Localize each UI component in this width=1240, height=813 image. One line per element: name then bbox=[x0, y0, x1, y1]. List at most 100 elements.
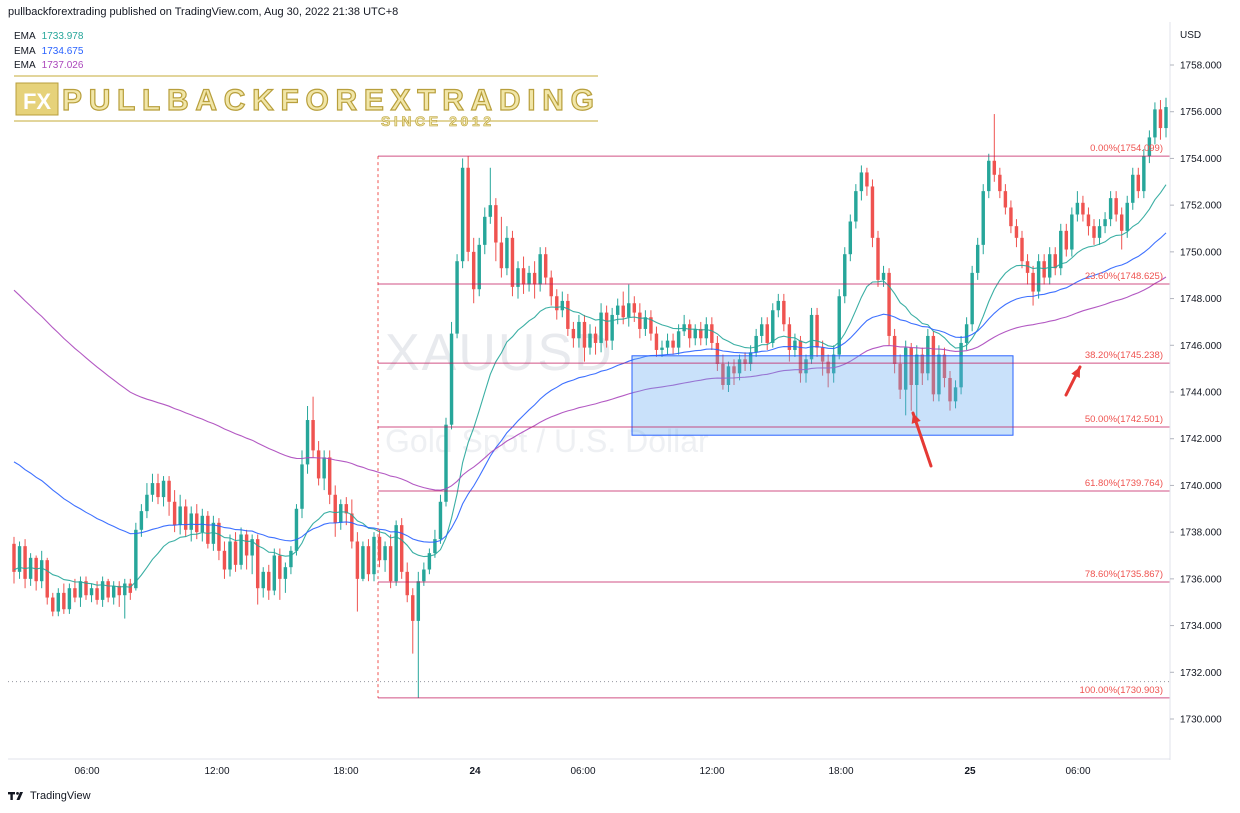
candle-body bbox=[117, 585, 121, 596]
candle-body bbox=[17, 546, 22, 572]
candle-body bbox=[948, 377, 952, 402]
price-tick-label: 1754.000 bbox=[1180, 154, 1222, 165]
time-axis[interactable]: 06:00 12:00 18:00 24 06:00 12:00 18:00 25 06:00 bbox=[74, 766, 1090, 777]
candle-body bbox=[78, 581, 83, 598]
brand-name: PULLBACKFOREXTRADING bbox=[62, 84, 594, 117]
candle-body bbox=[1147, 137, 1152, 157]
candle-body bbox=[23, 546, 27, 579]
candle-body bbox=[876, 237, 880, 280]
candle-body bbox=[577, 321, 581, 339]
candle-body bbox=[909, 347, 913, 385]
candle-body bbox=[211, 522, 216, 544]
candle-body bbox=[51, 597, 55, 612]
time-tick-label: 06:00 bbox=[1065, 766, 1090, 777]
annotation-arrow bbox=[1064, 365, 1082, 397]
candle-body bbox=[67, 588, 72, 610]
fib-level-label: 100.00%(1730.903) bbox=[1080, 685, 1163, 696]
ema-legend-row[interactable]: EMA 1733.978 bbox=[14, 30, 83, 45]
candle-body bbox=[1142, 156, 1146, 192]
candle-body bbox=[145, 494, 149, 512]
fx-badge: FX bbox=[23, 89, 51, 114]
candle-body bbox=[804, 359, 808, 374]
candle-body bbox=[499, 242, 504, 269]
candle-body bbox=[527, 272, 531, 285]
candle-body bbox=[1086, 214, 1091, 227]
candle-body bbox=[156, 483, 160, 498]
candle-body bbox=[95, 588, 99, 600]
candle-body bbox=[721, 363, 725, 385]
ema-legend-row[interactable]: EMA 1734.675 bbox=[14, 45, 83, 60]
candle-body bbox=[865, 172, 869, 187]
ema-line bbox=[13, 232, 1167, 543]
candle-body bbox=[998, 174, 1002, 192]
tradingview-footer[interactable]: TradingView bbox=[8, 790, 91, 802]
candle-body bbox=[161, 480, 166, 498]
candle-body bbox=[494, 205, 498, 243]
time-tick-label: 24 bbox=[469, 766, 481, 777]
candle-body bbox=[228, 541, 232, 570]
candle-body bbox=[1042, 261, 1046, 278]
candle-body bbox=[233, 541, 238, 565]
candle-body bbox=[699, 328, 703, 339]
candle-body bbox=[610, 314, 614, 341]
fib-level-label: 78.60%(1735.867) bbox=[1085, 569, 1163, 580]
candle-body bbox=[433, 539, 437, 554]
candle-body bbox=[837, 296, 841, 355]
candle-body bbox=[150, 483, 155, 495]
candle-body bbox=[1158, 109, 1163, 129]
publish-info: pullbackforextrading published on Tradin… bbox=[8, 6, 399, 18]
time-tick-label: 18:00 bbox=[333, 766, 358, 777]
brand-logo: FX PULLBACKFOREXTRADING SINCE 2012 bbox=[14, 75, 598, 129]
candle-body bbox=[510, 237, 515, 287]
candle-body bbox=[455, 261, 459, 334]
candle-body bbox=[748, 352, 753, 364]
ema-legend-row[interactable]: EMA 1737.026 bbox=[14, 59, 83, 74]
candle-body bbox=[261, 571, 265, 589]
candle-body bbox=[566, 300, 570, 329]
candle-body bbox=[987, 160, 991, 192]
candle-body bbox=[366, 546, 371, 575]
candle-body bbox=[388, 546, 393, 582]
candle-body bbox=[665, 340, 670, 348]
candle-body bbox=[870, 186, 875, 238]
price-tick-label: 1758.000 bbox=[1180, 61, 1222, 72]
price-tick-label: 1744.000 bbox=[1180, 388, 1222, 399]
candle-body bbox=[854, 191, 858, 222]
candle-body bbox=[599, 312, 603, 343]
fib-level-label: 38.20%(1745.238) bbox=[1085, 350, 1163, 361]
arrow-head bbox=[911, 413, 921, 424]
candle-body bbox=[693, 328, 697, 339]
candle-body bbox=[737, 359, 742, 374]
brand-since: SINCE 2012 bbox=[381, 113, 491, 129]
candle-body bbox=[377, 536, 382, 561]
price-axis[interactable]: 1758.000 1756.000 1754.000 1752.000 1750.000… bbox=[1170, 61, 1222, 726]
candle-body bbox=[549, 277, 553, 297]
support-zone bbox=[631, 355, 1014, 436]
candle-body bbox=[726, 366, 731, 385]
time-tick-label: 06:00 bbox=[570, 766, 595, 777]
candle-body bbox=[217, 522, 221, 551]
candle-body bbox=[931, 335, 936, 395]
ema-line bbox=[13, 276, 1167, 491]
candle-body bbox=[915, 354, 919, 385]
candle-body bbox=[1047, 254, 1052, 278]
candle-body bbox=[438, 501, 443, 540]
candle-body bbox=[604, 312, 609, 341]
candle-body bbox=[743, 359, 747, 364]
candle-body bbox=[798, 340, 803, 374]
price-tick-label: 1748.000 bbox=[1180, 294, 1222, 305]
candle-body bbox=[339, 504, 343, 523]
candle-body bbox=[350, 513, 354, 542]
candle-body bbox=[715, 342, 720, 364]
candle-body bbox=[859, 172, 864, 192]
ema-line bbox=[13, 184, 1167, 588]
candle-body bbox=[887, 272, 891, 336]
candle-body bbox=[449, 333, 454, 425]
candle-body bbox=[1108, 198, 1113, 220]
candle-body bbox=[444, 424, 448, 502]
candle-body bbox=[654, 333, 659, 350]
candle-body bbox=[1003, 191, 1008, 208]
candle-body bbox=[765, 324, 769, 343]
